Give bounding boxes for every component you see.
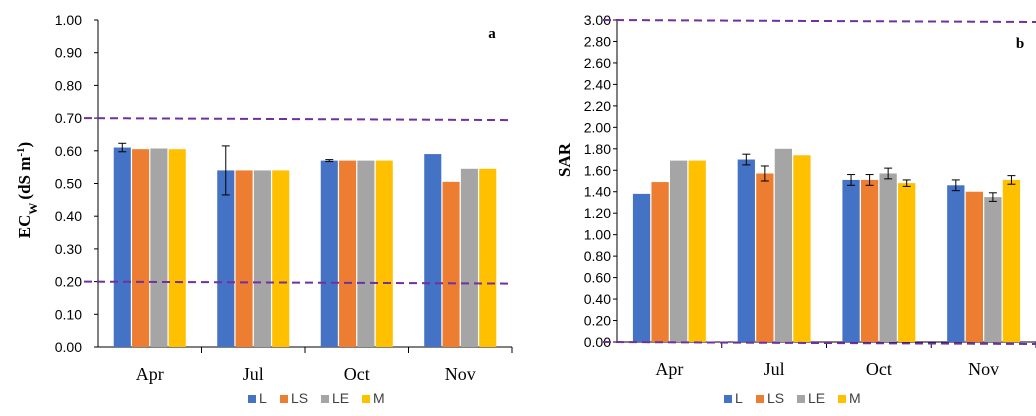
legend-label: LS: [767, 390, 784, 406]
bar: [272, 170, 290, 347]
y-tick-label: 0.30: [55, 241, 82, 257]
bar: [442, 181, 460, 347]
y-tick-label: 1.80: [584, 141, 611, 157]
y-tick-label: 3.00: [584, 12, 611, 28]
chart-panel-b: 0.00 0.20 0.40 0.60 0.80 1.00 1.20 1.40 1.60 1.80…: [555, 12, 1036, 406]
y-tick-label: 0.40: [55, 208, 82, 224]
reference-line: [602, 19, 1036, 23]
legend-swatch: [280, 395, 288, 403]
bar: [651, 182, 669, 342]
y-tick-label: 0.80: [584, 248, 611, 264]
y-tick-label: 0.40: [584, 291, 611, 307]
y-tick-label: 1.00: [584, 227, 611, 243]
bar: [479, 168, 497, 347]
bar: [217, 170, 235, 347]
y-tick-label: 2.80: [584, 33, 611, 49]
bar: [737, 159, 755, 342]
bar: [965, 191, 983, 342]
bar: [984, 197, 1002, 342]
bar: [339, 160, 357, 347]
y-tick-label: 1.60: [584, 162, 611, 178]
y-axis-label: SAR: [555, 142, 574, 177]
legend-swatch: [756, 395, 764, 403]
bar: [898, 183, 916, 342]
legend-swatch: [838, 395, 846, 403]
y-axis-label: ECW (dS m-1): [15, 142, 40, 238]
legend-swatch: [797, 395, 805, 403]
legend-swatch: [248, 395, 256, 403]
y-tick-label: 0.00: [55, 339, 82, 355]
y-tick-label: 2.40: [584, 76, 611, 92]
x-category-label: Jul: [764, 359, 785, 379]
x-category-label: Jul: [243, 364, 264, 384]
bar: [235, 170, 253, 347]
y-tick-label: 1.40: [584, 184, 611, 200]
bar: [375, 160, 393, 347]
chart-panel-a: 0.00 0.10 0.20 0.30 0.40 0.50 0.60 0.70 0.80 0.90…: [15, 12, 513, 406]
y-tick-label: 0.20: [55, 274, 82, 290]
y-tick-label: 0.00: [584, 334, 611, 350]
bar: [793, 155, 811, 342]
bar: [774, 148, 793, 342]
legend-label: LS: [291, 390, 308, 406]
bar: [879, 173, 897, 342]
bar: [357, 160, 375, 347]
bar: [632, 193, 651, 342]
y-tick-label: 2.60: [584, 55, 611, 71]
bar: [132, 149, 150, 347]
x-category-label: Apr: [136, 364, 164, 384]
bar: [460, 168, 478, 347]
panel-label: a: [488, 26, 496, 42]
bar: [320, 160, 338, 347]
y-axis-label-part: -1: [15, 147, 27, 156]
y-tick-label: 1.20: [584, 205, 611, 221]
y-tick-label: 0.20: [584, 313, 611, 329]
panel-label: b: [1016, 36, 1024, 52]
bar: [1002, 179, 1021, 342]
bar: [842, 179, 860, 342]
y-tick-label: 0.60: [55, 143, 82, 159]
y-tick-label: 0.10: [55, 306, 82, 322]
bar: [756, 173, 774, 342]
bar: [670, 160, 688, 342]
legend-label: M: [849, 390, 861, 406]
y-axis-label-part: ): [15, 142, 34, 148]
y-tick-label: 1.00: [55, 12, 82, 28]
y-axis-label-part: EC: [15, 215, 34, 239]
bar: [150, 148, 168, 347]
legend-label: L: [259, 390, 267, 406]
legend-label: M: [373, 390, 385, 406]
x-category-label: Nov: [968, 359, 999, 379]
legend-label: LE: [808, 390, 825, 406]
legend-label: LE: [332, 390, 349, 406]
reference-line: [83, 280, 513, 285]
bar: [168, 149, 186, 347]
reference-line: [602, 341, 1036, 345]
y-tick-label: 0.80: [55, 77, 82, 93]
y-tick-label: 0.90: [55, 45, 82, 61]
y-tick-label: 0.70: [55, 110, 82, 126]
bar: [253, 170, 271, 347]
y-axis-label-part: (dS m: [15, 157, 34, 200]
y-tick-label: 0.50: [55, 176, 82, 192]
y-tick-label: 2.00: [584, 119, 611, 135]
x-category-label: Oct: [344, 364, 370, 384]
bar: [424, 154, 442, 347]
reference-line: [83, 117, 513, 122]
y-tick-label: 2.20: [584, 98, 611, 114]
x-category-label: Oct: [866, 359, 892, 379]
legend-swatch: [724, 395, 732, 403]
bar: [947, 185, 965, 342]
legend-swatch: [321, 395, 329, 403]
bar: [860, 179, 879, 342]
bar: [688, 160, 706, 342]
legend-swatch: [362, 395, 370, 403]
y-axis-label-part: W: [26, 203, 40, 215]
x-category-label: Nov: [445, 364, 476, 384]
x-category-label: Apr: [655, 359, 683, 379]
bar: [113, 147, 131, 347]
legend-label: L: [735, 390, 743, 406]
y-tick-label: 0.60: [584, 270, 611, 286]
